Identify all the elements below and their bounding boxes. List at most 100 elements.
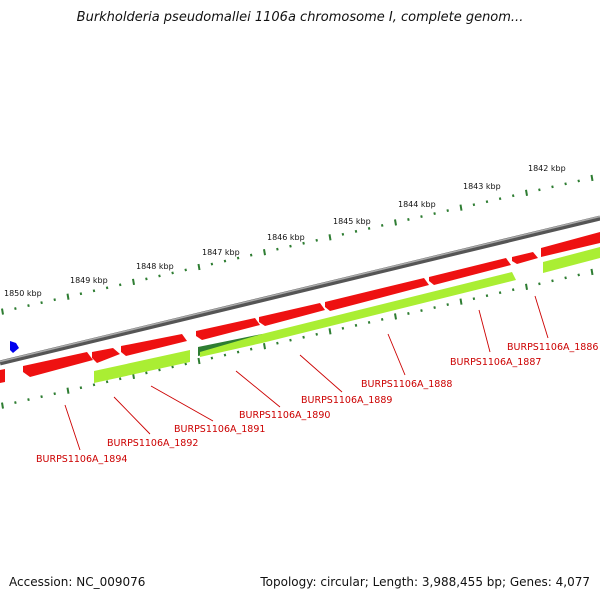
major-tick: [394, 219, 397, 226]
minor-tick: [236, 256, 240, 260]
genome-title: Burkholderia pseudomallei 1106a chromoso…: [76, 10, 524, 25]
minor-tick: [577, 179, 580, 183]
minor-tick: [14, 401, 17, 405]
minor-tick: [289, 338, 292, 342]
major-tick: [263, 342, 266, 350]
minor-tick: [485, 200, 489, 204]
major-tick: [459, 204, 463, 211]
major-tick: [1, 308, 4, 315]
minor-tick: [158, 274, 161, 278]
gene-forward[interactable]: [325, 278, 429, 311]
minor-tick: [446, 209, 449, 213]
minor-tick: [40, 395, 43, 399]
minor-tick: [223, 259, 227, 263]
minor-tick: [145, 371, 148, 375]
minor-tick: [210, 262, 214, 266]
gene-label-1892[interactable]: BURPS1106A_1892: [107, 438, 198, 449]
minor-tick: [27, 398, 30, 402]
gene-label-1891[interactable]: BURPS1106A_1891: [174, 424, 265, 435]
gene-forward[interactable]: [23, 352, 93, 377]
kbp-label-1850: 1850 kbp: [4, 289, 42, 298]
gene-reverse[interactable]: [200, 272, 516, 357]
minor-tick: [118, 283, 122, 287]
kbp-label-1844: 1844 kbp: [398, 200, 436, 209]
gene-forward[interactable]: [0, 369, 5, 383]
minor-tick: [53, 298, 56, 302]
kbp-label-1845: 1845 kbp: [333, 217, 371, 226]
minor-tick: [420, 309, 423, 312]
minor-tick: [249, 253, 253, 257]
gene-label-1887[interactable]: BURPS1106A_1887: [450, 357, 541, 368]
major-tick: [66, 387, 70, 394]
gene-label-1889[interactable]: BURPS1106A_1889: [301, 395, 392, 406]
minor-tick: [367, 226, 371, 230]
minor-tick: [276, 247, 279, 251]
gene-forward[interactable]: [512, 252, 538, 264]
gene-forward[interactable]: [121, 334, 187, 356]
minor-tick: [485, 294, 489, 298]
major-tick: [132, 278, 135, 286]
position-marker-icon[interactable]: [10, 341, 19, 353]
minor-tick: [40, 301, 43, 305]
forward-strand-genes: [0, 232, 600, 383]
major-tick: [328, 234, 332, 241]
minor-tick: [380, 223, 384, 227]
minor-tick: [498, 197, 502, 201]
kbp-label-1846: 1846 kbp: [267, 233, 305, 242]
minor-tick: [472, 203, 476, 207]
minor-tick: [171, 365, 174, 369]
gene-label-1888[interactable]: BURPS1106A_1888: [361, 379, 452, 390]
major-tick: [1, 402, 4, 409]
minor-tick: [472, 297, 476, 301]
gene-label-1894[interactable]: BURPS1106A_1894: [36, 454, 127, 465]
minor-tick: [171, 271, 174, 275]
minor-tick: [53, 392, 56, 396]
major-tick: [328, 328, 332, 335]
gene-label-1886[interactable]: BURPS1106A_1886: [507, 342, 598, 353]
minor-tick: [433, 212, 436, 216]
gene-reverse[interactable]: [94, 350, 190, 383]
minor-tick: [564, 276, 567, 280]
gene-forward[interactable]: [429, 258, 511, 285]
gene-forward[interactable]: [92, 348, 120, 363]
minor-tick: [367, 320, 371, 324]
minor-tick: [511, 194, 515, 198]
minor-tick: [407, 312, 410, 315]
gene-forward[interactable]: [196, 318, 260, 340]
minor-tick: [341, 326, 345, 330]
minor-tick: [315, 238, 318, 242]
gene-forward[interactable]: [259, 303, 325, 326]
accession-text: Accession: NC_009076: [9, 575, 146, 589]
major-tick: [525, 189, 528, 196]
gene-reverse[interactable]: [543, 247, 600, 273]
minor-tick: [551, 279, 554, 283]
major-tick: [197, 357, 201, 365]
minor-tick: [79, 292, 83, 296]
minor-tick: [407, 218, 410, 221]
minor-tick: [289, 244, 292, 248]
major-tick: [590, 174, 594, 182]
minor-tick: [210, 356, 214, 360]
minor-tick: [184, 362, 187, 366]
minor-tick: [92, 383, 96, 387]
minor-tick: [577, 273, 580, 277]
minor-tick: [420, 215, 423, 218]
kbp-label-1848: 1848 kbp: [136, 262, 174, 271]
gene-label-1890[interactable]: BURPS1106A_1890: [239, 410, 330, 421]
minor-tick: [433, 306, 436, 310]
minor-tick: [118, 377, 122, 381]
chromosome-backbone: [0, 215, 600, 366]
major-tick: [394, 313, 397, 320]
gene-forward[interactable]: [541, 232, 600, 257]
kbp-label-1847: 1847 kbp: [202, 248, 240, 257]
minor-tick: [236, 350, 240, 354]
minor-tick: [302, 241, 305, 245]
kbp-label-1849: 1849 kbp: [70, 276, 108, 285]
kbp-label-1843: 1843 kbp: [463, 182, 501, 191]
minor-tick: [249, 347, 253, 351]
minor-tick: [354, 323, 358, 327]
minor-tick: [145, 277, 148, 281]
reverse-strand-genes: [94, 247, 600, 383]
minor-tick: [27, 304, 30, 308]
